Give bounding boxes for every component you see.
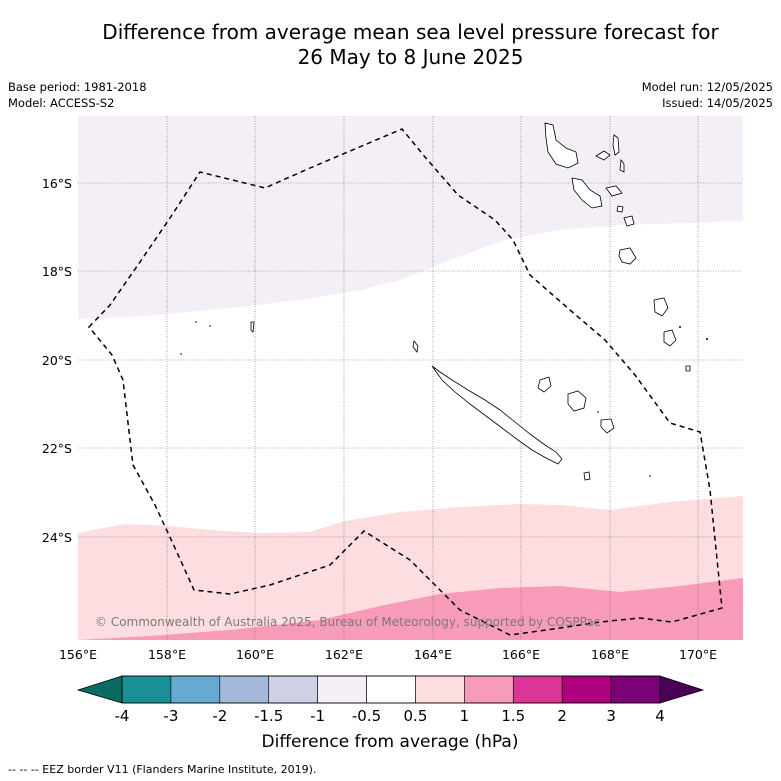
- lat-label-18s: 18°S: [42, 264, 72, 279]
- pentecost-island: [619, 158, 625, 173]
- epi-island: [616, 205, 624, 213]
- colorbar-cell: [415, 675, 465, 704]
- colorbar-cell: [366, 675, 416, 704]
- lon-label-168e: 168°E: [591, 647, 629, 662]
- colorbar-cell: [512, 675, 563, 704]
- lon-label-162e: 162°E: [325, 647, 363, 662]
- lon-label-170e: 170°E: [679, 647, 717, 662]
- eez-legend-footer: -- -- -- EEZ border V11 (Flanders Marine…: [8, 763, 317, 776]
- erromango-island: [618, 247, 637, 265]
- colorbar-tick-label: 2: [557, 707, 567, 725]
- meta-right: Model run: 12/05/2025 Issued: 14/05/2025: [642, 79, 773, 111]
- colorbar-tick-labels: -4 -3 -2 -1.5 -1 -0.5 0.5 1 1.5 2 3 4: [115, 707, 665, 725]
- colorbar-cell: [219, 675, 270, 704]
- longitude-labels: 156°E 158°E 160°E 162°E 164°E 166°E 168°…: [59, 647, 717, 662]
- map-area: © Commonwealth of Australia 2025, Bureau…: [78, 116, 743, 640]
- aneityum-island: [663, 329, 677, 347]
- colorbar-tick-label: -2: [212, 707, 227, 725]
- small-islets: [180, 321, 708, 477]
- base-period: Base period: 1981-2018: [8, 80, 147, 94]
- lat-label-20s: 20°S: [42, 353, 72, 368]
- anomaly-band-pink: [78, 578, 743, 640]
- title-line-2: 26 May to 8 June 2025: [297, 45, 524, 69]
- colorbar-tick-label: 1: [460, 707, 470, 725]
- chesterfield-islet: [250, 321, 255, 333]
- colorbar-tick-label: 1.5: [501, 707, 525, 725]
- lon-label-158e: 158°E: [148, 647, 186, 662]
- colorbar-tick-label: 4: [655, 707, 665, 725]
- issued-date: Issued: 14/05/2025: [662, 96, 773, 110]
- colorbar-label: Difference from average (hPa): [262, 732, 519, 752]
- colorbar-cell: [170, 675, 221, 704]
- gridlines: [78, 116, 743, 640]
- ambae-island: [595, 150, 611, 161]
- colorbar-cell: [121, 675, 172, 704]
- colorbar-tick-label: 3: [606, 707, 616, 725]
- copyright-text: © Commonwealth of Australia 2025, Bureau…: [95, 615, 600, 629]
- anomaly-band-light-purple: [78, 116, 743, 319]
- lat-label-22s: 22°S: [42, 441, 72, 456]
- tanna-island: [653, 297, 669, 317]
- lon-label-166e: 166°E: [502, 647, 540, 662]
- colorbar-tick-label: -1.5: [254, 707, 283, 725]
- colorbar-tick-label: -3: [163, 707, 178, 725]
- mare-island: [600, 418, 615, 434]
- colorbar-cell: [610, 675, 661, 704]
- lon-label-164e: 164°E: [414, 647, 452, 662]
- latitude-labels: 16°S 18°S 20°S 22°S 24°S: [42, 176, 72, 545]
- ambrym-island: [605, 185, 623, 197]
- colorbar-cell: [317, 675, 367, 704]
- espiritu-santo-island: [544, 122, 579, 169]
- colorbar-over-arrow: [659, 675, 705, 704]
- new-caledonia-coast: [431, 365, 563, 465]
- colorbar-tick-label: -0.5: [352, 707, 381, 725]
- maewo-island: [612, 134, 620, 156]
- lon-label-160e: 160°E: [236, 647, 274, 662]
- colorbar-cells: [121, 675, 661, 704]
- colorbar-cell: [561, 675, 612, 704]
- efate-island: [623, 215, 635, 227]
- isle-of-pines: [583, 471, 591, 481]
- ouvea-island: [537, 376, 552, 393]
- lon-label-156e: 156°E: [59, 647, 97, 662]
- model-name: Model: ACCESS-S2: [8, 96, 115, 110]
- eez-border: [87, 128, 723, 636]
- malakula-island: [571, 177, 603, 209]
- colorbar-tick-label: -1: [310, 707, 325, 725]
- lat-label-24s: 24°S: [42, 530, 72, 545]
- colorbar-under-arrow: [76, 675, 123, 704]
- map-title: Difference from average mean sea level p…: [40, 20, 781, 70]
- lifou-island: [567, 390, 587, 412]
- title-line-1: Difference from average mean sea level p…: [102, 20, 719, 44]
- colorbar-frame: [121, 675, 661, 704]
- model-run: Model run: 12/05/2025: [641, 80, 773, 94]
- meta-left: Base period: 1981-2018 Model: ACCESS-S2: [8, 79, 147, 111]
- belep-island: [412, 340, 419, 353]
- colorbar-cell: [464, 675, 514, 704]
- walpole-island: [685, 365, 691, 372]
- colorbar-tick-label: -4: [115, 707, 130, 725]
- colorbar-tick-label: 0.5: [404, 707, 428, 725]
- lat-label-16s: 16°S: [42, 176, 72, 191]
- colorbar: -4 -3 -2 -1.5 -1 -0.5 0.5 1 1.5 2 3 4 Difference fr…: [76, 675, 705, 752]
- coastlines: [250, 122, 691, 481]
- colorbar-cell: [268, 675, 318, 704]
